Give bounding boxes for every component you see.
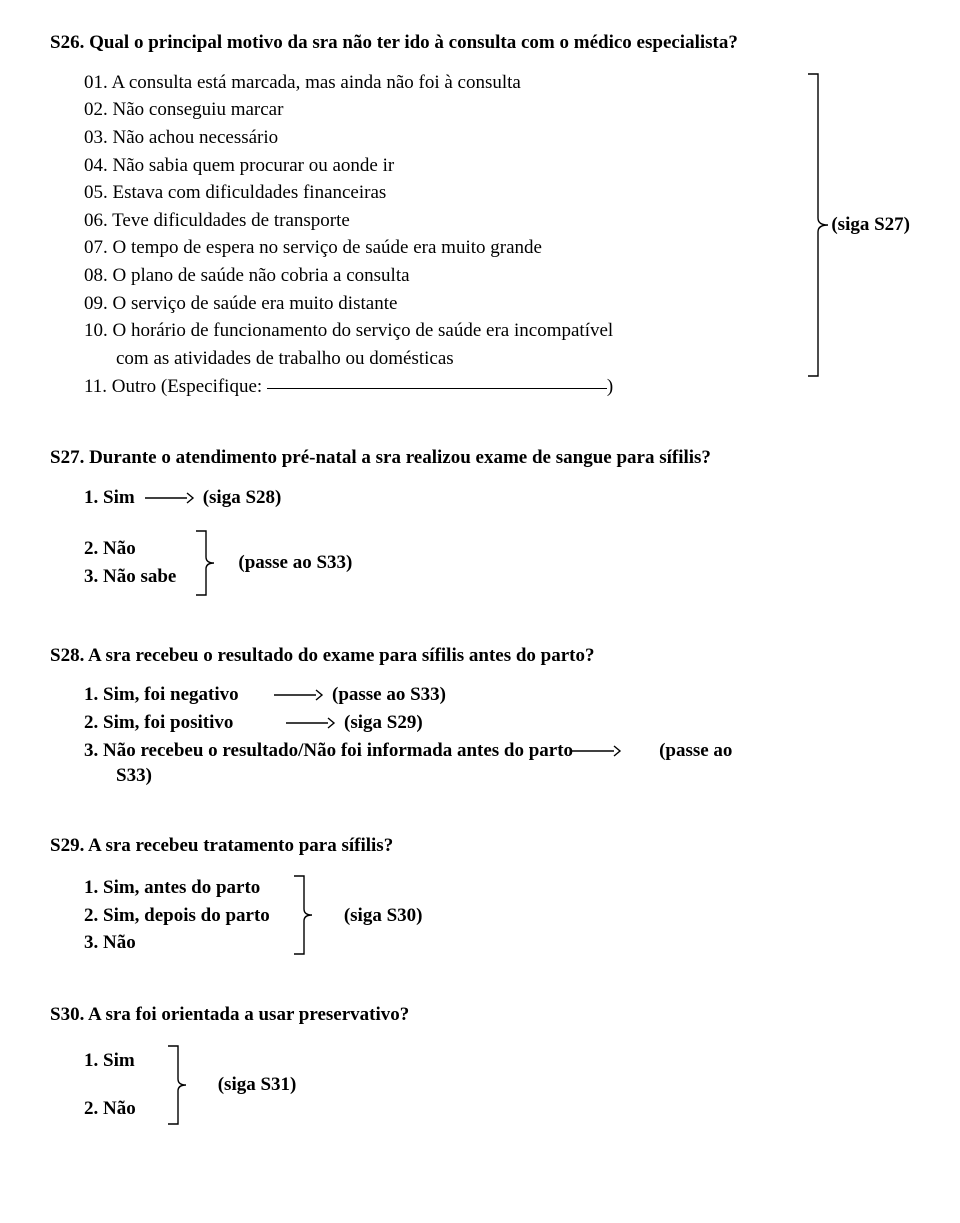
option-item: 1. Sim, foi negativo: [84, 682, 264, 708]
option-text-b: S33): [84, 763, 910, 789]
question-s26: S26. Qual o principal motivo da sra não …: [50, 30, 910, 401]
option-item: 06. Teve dificuldades de transporte: [84, 208, 790, 234]
option-item: 09. O serviço de saúde era muito distant…: [84, 291, 790, 317]
question-title: S29. A sra recebeu tratamento para sífil…: [50, 833, 910, 859]
option-item: 05. Estava com dificuldades financeiras: [84, 180, 790, 206]
bracket-icon: [290, 872, 326, 958]
bracket-icon: [192, 527, 228, 599]
close-paren: ): [607, 376, 613, 397]
option-item: 1. Sim: [84, 485, 135, 511]
option-item: 01. A consulta está marcada, mas ainda n…: [84, 70, 790, 96]
option-item: 10. O horário de funcionamento do serviç…: [84, 318, 790, 344]
option-item: 04. Não sabia quem procurar ou aonde ir: [84, 153, 790, 179]
option-item: 2. Sim, foi positivo: [84, 710, 264, 736]
option-item: 02. Não conseguiu marcar: [84, 97, 790, 123]
question-s28: S28. A sra recebeu o resultado do exame …: [50, 643, 910, 789]
skip-label: (passe ao: [659, 740, 732, 761]
option-item: 11. Outro (Especifique: ): [84, 374, 790, 400]
arrow-icon: [272, 688, 324, 702]
question-s30: S30. A sra foi orientada a usar preserva…: [50, 1002, 910, 1128]
blank-line: [267, 388, 607, 389]
question-s27: S27. Durante o atendimento pré-natal a s…: [50, 445, 910, 598]
option-item: 03. Não achou necessário: [84, 125, 790, 151]
option-text-a: 3. Não recebeu o resultado/Não foi infor…: [84, 740, 573, 761]
question-title: S27. Durante o atendimento pré-natal a s…: [50, 445, 910, 471]
option-item: 3. Não recebeu o resultado/Não foi infor…: [84, 738, 910, 764]
option-item: 1. Sim: [84, 1048, 136, 1074]
option-item-cont: com as atividades de trabalho ou domésti…: [84, 346, 790, 372]
arrow-icon: [568, 744, 622, 758]
option-text: 11. Outro (Especifique:: [84, 376, 267, 397]
skip-label: (passe ao S33): [238, 550, 352, 576]
options-list: 01. A consulta está marcada, mas ainda n…: [50, 70, 790, 402]
bracket-icon: [164, 1042, 200, 1128]
arrow-icon: [284, 716, 336, 730]
skip-label: (siga S29): [344, 710, 423, 736]
question-title: S30. A sra foi orientada a usar preserva…: [50, 1002, 910, 1028]
option-item: 2. Não: [84, 1096, 136, 1122]
question-s29: S29. A sra recebeu tratamento para sífil…: [50, 833, 910, 959]
option-item: 08. O plano de saúde não cobria a consul…: [84, 263, 790, 289]
option-item: 3. Não sabe: [84, 564, 176, 590]
skip-label: (siga S31): [218, 1072, 297, 1098]
option-item: 07. O tempo de espera no serviço de saúd…: [84, 235, 790, 261]
option-item: 3. Não: [84, 930, 270, 956]
skip-label: (siga S27): [831, 212, 910, 238]
skip-label: (passe ao S33): [332, 682, 446, 708]
question-title: S26. Qual o principal motivo da sra não …: [50, 30, 910, 56]
skip-label: (siga S30): [344, 903, 423, 929]
option-item: 1. Sim, antes do parto: [84, 875, 270, 901]
option-item: 2. Sim, depois do parto: [84, 903, 270, 929]
option-item: 2. Não: [84, 536, 176, 562]
skip-label: (siga S28): [203, 485, 282, 511]
question-title: S28. A sra recebeu o resultado do exame …: [50, 643, 910, 669]
arrow-icon: [143, 491, 195, 505]
